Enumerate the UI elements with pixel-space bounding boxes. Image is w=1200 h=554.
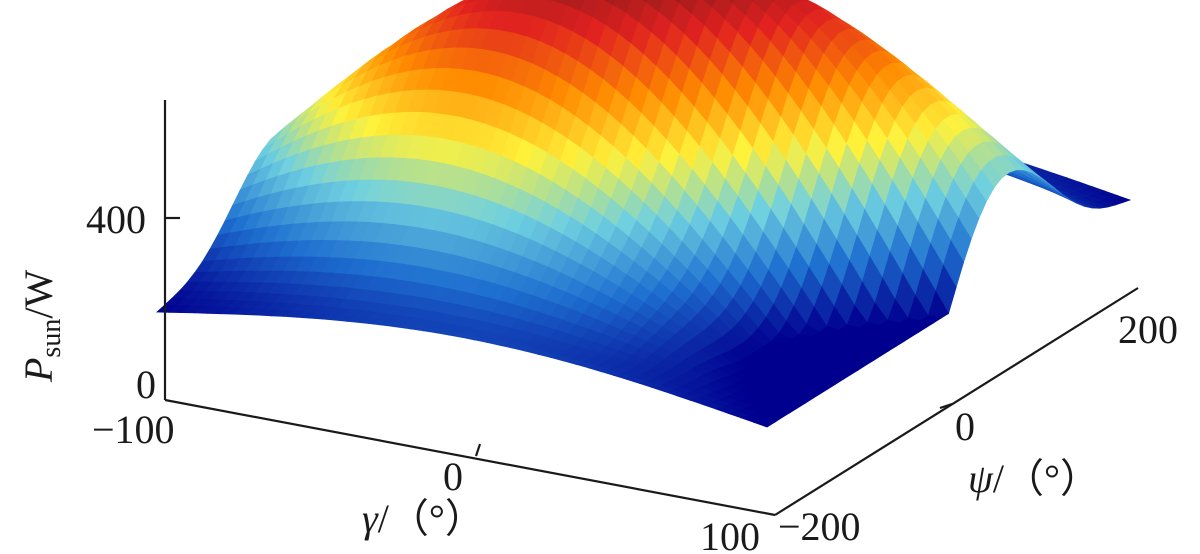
psi-tick-label-0: 0 — [955, 404, 975, 449]
psi-tick-label-neg200: −200 — [778, 504, 861, 549]
gamma-tick-mark-0 — [474, 443, 482, 457]
gamma-tick-label-neg100: −100 — [92, 407, 175, 452]
gamma-axis-unit: /（°） — [378, 496, 485, 541]
z-axis-unit: /W — [16, 270, 61, 319]
surface-patch — [753, 419, 776, 428]
z-tick-label-400: 400 — [86, 197, 146, 242]
z-axis-title: Psun/W — [16, 270, 67, 383]
gamma-axis-symbol: γ — [362, 496, 379, 541]
z-tick-label-0: 0 — [136, 362, 156, 407]
z-axis-subscript: sun — [36, 319, 67, 358]
psi-tick-mark-0 — [939, 402, 953, 410]
psi-axis-title: ψ/（°） — [968, 456, 1100, 501]
axes — [163, 100, 1139, 517]
svg-text:Psun/W: Psun/W — [16, 270, 67, 383]
psi-tick-label-200: 200 — [1118, 307, 1178, 352]
psi-axis-symbol: ψ — [968, 456, 994, 501]
gamma-tick-label-0: 0 — [443, 454, 463, 499]
gamma-axis-line — [164, 398, 776, 517]
surface-plot — [155, 0, 1132, 428]
psi-axis-line — [774, 287, 1139, 516]
gamma-tick-label-100: 100 — [700, 514, 760, 554]
z-axis-symbol: P — [16, 358, 61, 383]
psi-axis-unit: /（°） — [993, 456, 1100, 501]
gamma-axis-title: γ/（°） — [362, 496, 485, 541]
